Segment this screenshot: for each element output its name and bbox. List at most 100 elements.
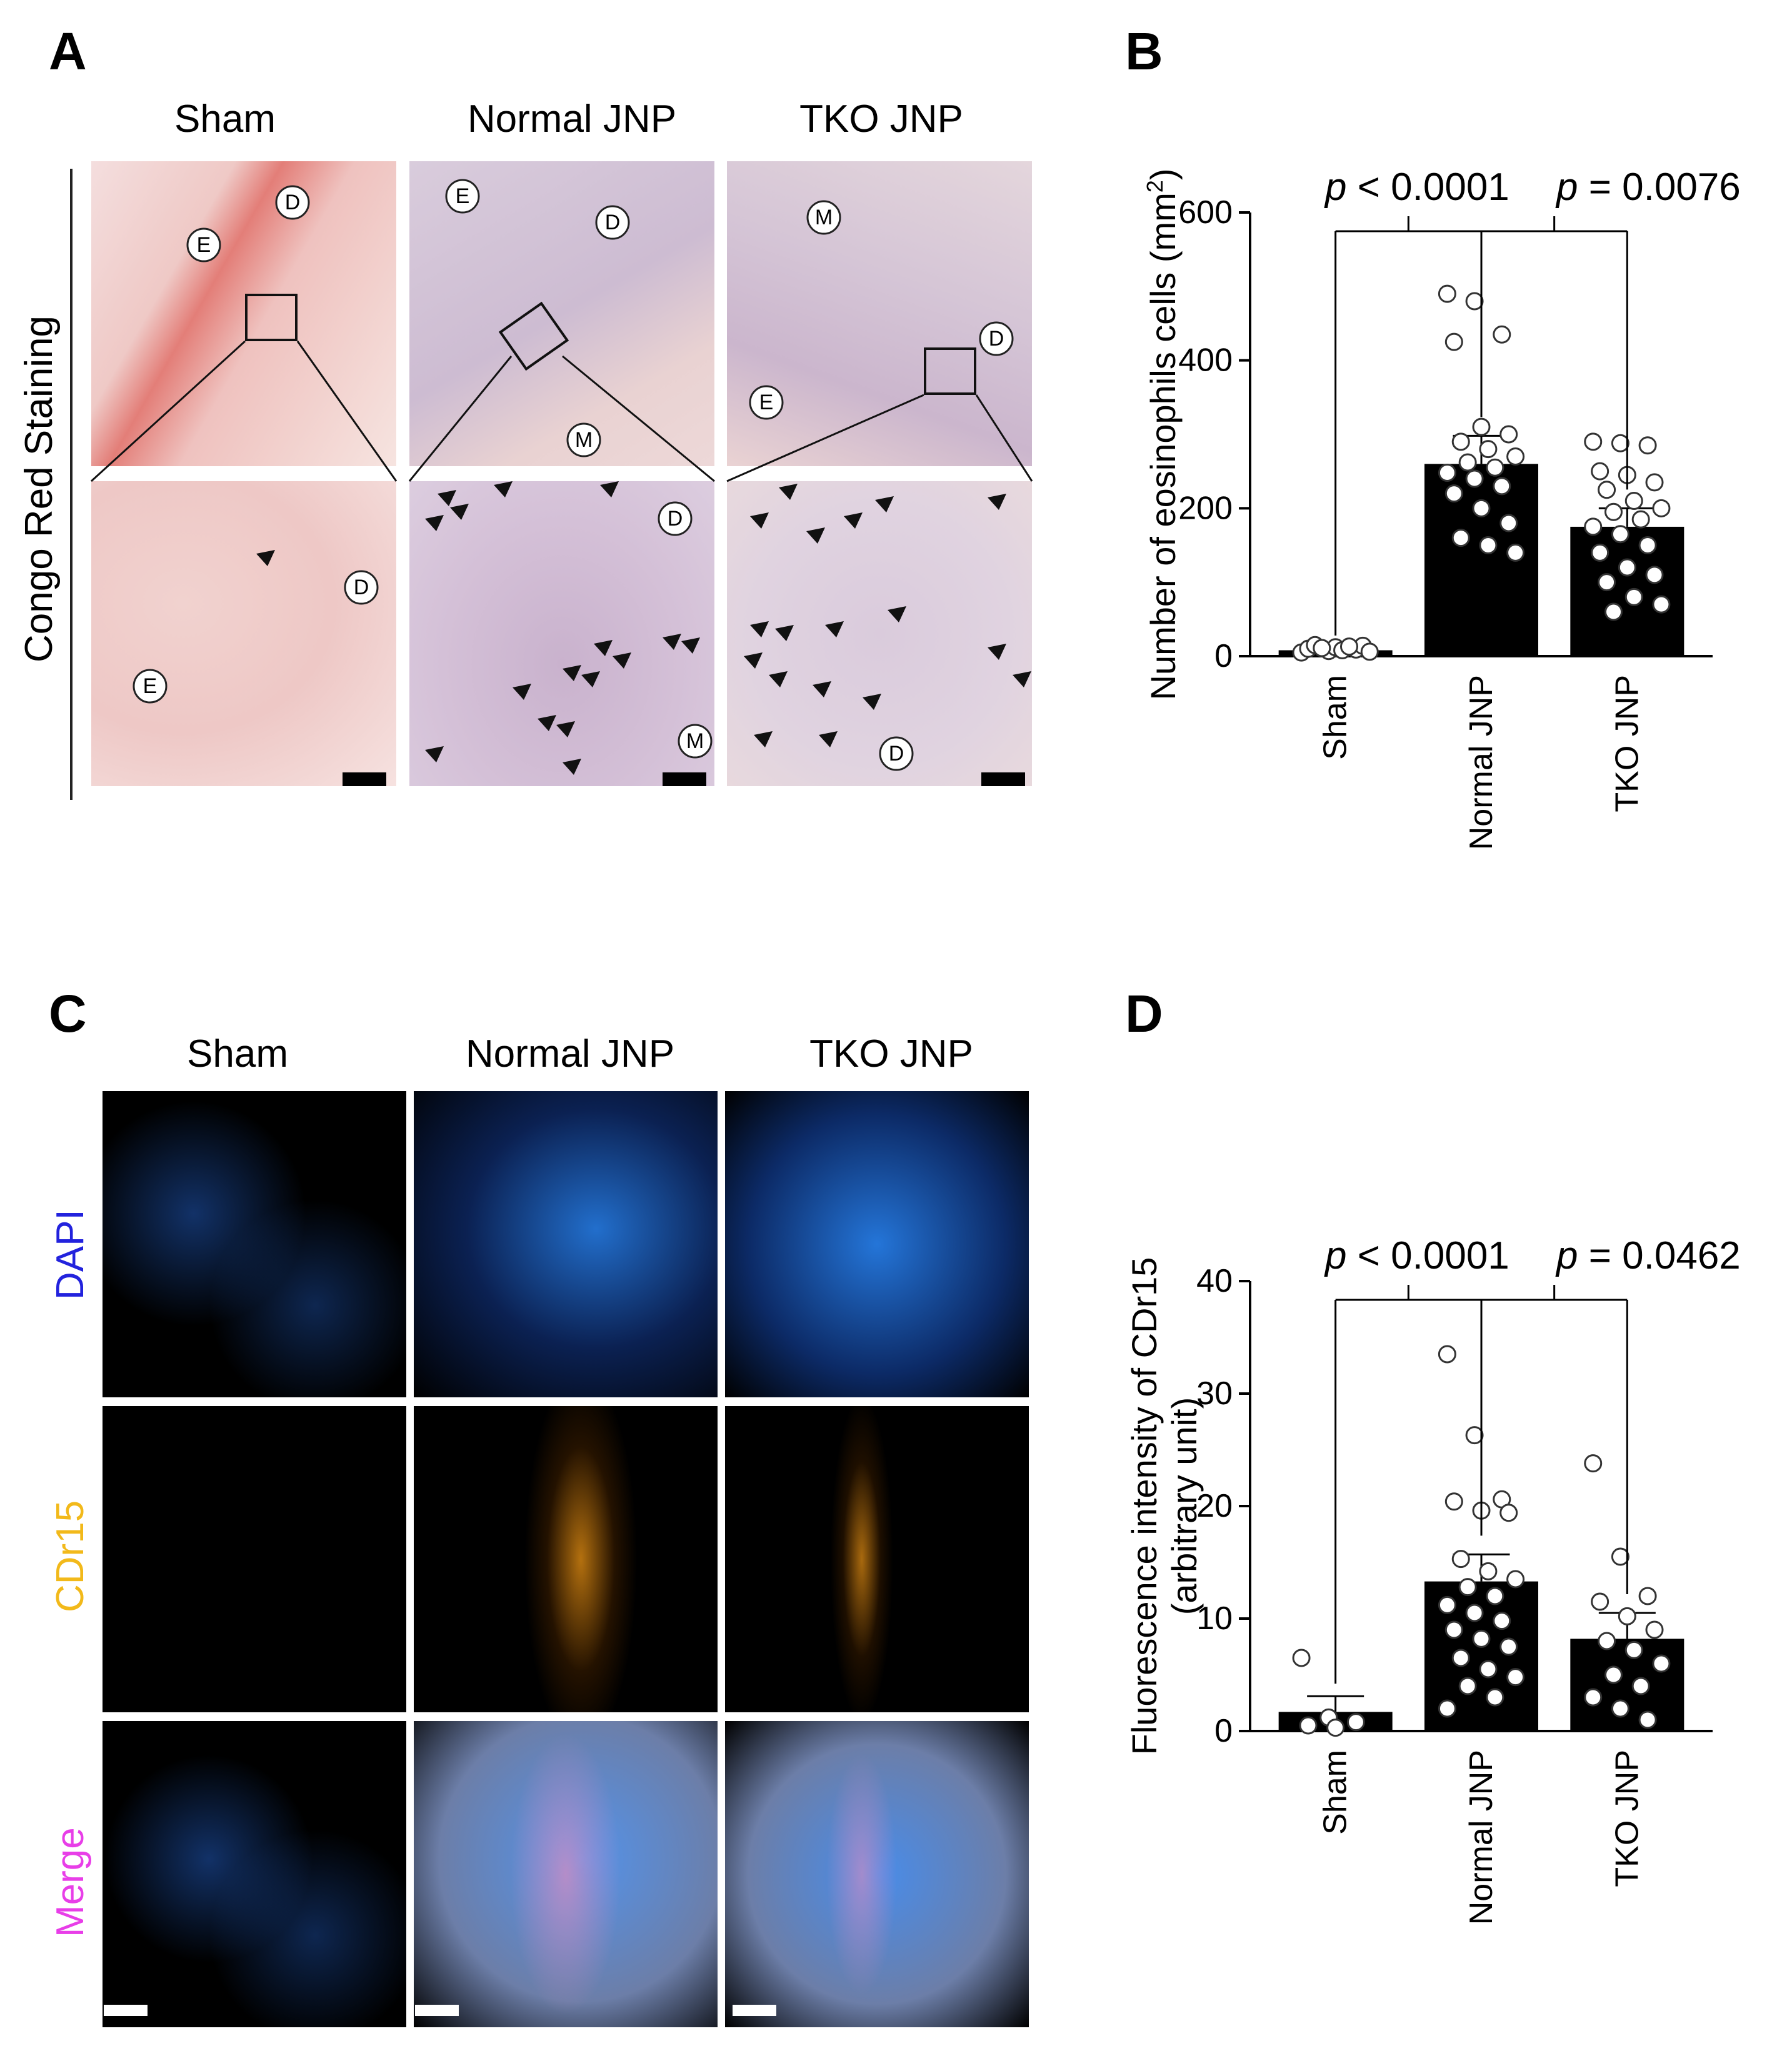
y-axis-title: Fluorescence intensity of CDr15 xyxy=(1124,1257,1164,1755)
panel-a-row-divider xyxy=(70,169,73,800)
data-point xyxy=(1465,1426,1484,1445)
panel-c-col-normal-jnp: Normal JNP xyxy=(465,1032,675,1075)
data-point xyxy=(1451,432,1470,451)
annotation-m: M xyxy=(566,422,601,457)
scale-bar-sham xyxy=(343,772,386,786)
micrograph-sham-low xyxy=(91,161,396,466)
svg-text:M: M xyxy=(575,428,593,452)
data-point xyxy=(1438,1595,1456,1614)
data-point xyxy=(1458,1677,1477,1695)
data-point xyxy=(1584,1688,1603,1707)
data-point xyxy=(1499,1504,1518,1522)
annotation-e: E xyxy=(133,669,168,704)
panel-a-col-tko-jnp: TKO JNP xyxy=(799,97,963,141)
svg-text:D: D xyxy=(668,507,683,531)
data-point xyxy=(1604,1665,1623,1684)
fluorescence-merge-tko-jnp xyxy=(725,1721,1029,2027)
data-point xyxy=(1652,499,1671,517)
data-point xyxy=(1479,536,1498,554)
data-point xyxy=(1618,1607,1636,1625)
fluorescence-dapi-sham xyxy=(103,1091,406,1397)
data-point xyxy=(1645,566,1664,584)
annotation-m: M xyxy=(678,724,713,759)
data-point xyxy=(1451,1550,1470,1569)
svg-text:D: D xyxy=(989,327,1004,351)
data-point xyxy=(1598,481,1616,499)
data-point xyxy=(1292,1649,1311,1667)
data-point xyxy=(1346,1713,1365,1732)
data-point xyxy=(1631,1677,1650,1695)
data-point xyxy=(1638,1710,1657,1729)
data-point xyxy=(1458,453,1477,472)
data-point xyxy=(1638,536,1657,554)
svg-text:M: M xyxy=(686,729,704,753)
annotation-d: D xyxy=(658,501,693,536)
data-point xyxy=(1438,1345,1456,1364)
data-point xyxy=(1326,1719,1345,1737)
x-category-label: Normal JNP xyxy=(1463,1750,1499,1925)
data-point xyxy=(1638,1587,1657,1605)
data-point xyxy=(1624,587,1643,606)
data-point xyxy=(1479,1660,1498,1679)
p-value-label: p = 0.0076 xyxy=(1555,166,1741,209)
scale-bar-merge-tko-jnp xyxy=(733,2005,776,2016)
data-point xyxy=(1631,510,1650,529)
data-point xyxy=(1611,1699,1629,1718)
data-point xyxy=(1604,602,1623,621)
zoom-box-sham xyxy=(245,294,298,341)
panel-c-col-sham: Sham xyxy=(187,1032,288,1075)
fluorescence-dapi-tko-jnp xyxy=(725,1091,1029,1397)
scale-bar-normal-jnp xyxy=(663,772,706,786)
y-tick-label: 30 xyxy=(1196,1375,1233,1412)
data-point xyxy=(1618,558,1636,577)
svg-text:M: M xyxy=(815,206,833,229)
data-point xyxy=(1591,543,1609,562)
svg-text:D: D xyxy=(285,191,301,214)
data-point xyxy=(1611,434,1629,452)
data-point xyxy=(1645,473,1664,492)
data-point xyxy=(1506,1570,1525,1589)
x-category-label: Sham xyxy=(1318,675,1354,760)
data-point xyxy=(1652,1654,1671,1673)
data-point xyxy=(1472,499,1491,517)
data-point xyxy=(1465,292,1484,311)
data-point xyxy=(1652,595,1671,614)
fluorescence-cdr15-normal-jnp xyxy=(414,1406,718,1712)
data-point xyxy=(1451,529,1470,547)
annotation-m: M xyxy=(806,200,841,235)
y-tick-label: 10 xyxy=(1196,1600,1233,1637)
annotation-d: D xyxy=(879,736,914,771)
data-point xyxy=(1591,462,1609,481)
data-point xyxy=(1499,425,1518,444)
y-tick-label: 0 xyxy=(1214,638,1233,674)
data-point xyxy=(1465,469,1484,488)
y-axis-title: Number of eosinophils cells (mm2) xyxy=(1142,169,1183,701)
svg-text:D: D xyxy=(354,576,369,599)
data-point xyxy=(1444,332,1463,351)
data-point xyxy=(1624,1640,1643,1659)
data-point xyxy=(1360,642,1379,661)
panel-c-row-label-dapi: DAPI xyxy=(49,1209,92,1300)
data-point xyxy=(1499,1637,1518,1656)
data-point xyxy=(1444,484,1463,503)
fluorescence-cdr15-sham xyxy=(103,1406,406,1712)
data-point xyxy=(1645,1620,1664,1639)
fluorescence-cdr15-tko-jnp xyxy=(725,1406,1029,1712)
annotation-e: E xyxy=(749,385,784,420)
data-point xyxy=(1584,1454,1603,1473)
scale-bar-merge-sham xyxy=(104,2005,148,2016)
panel-letter-b: B xyxy=(1125,22,1163,81)
fluorescence-merge-normal-jnp xyxy=(414,1721,718,2027)
data-point xyxy=(1340,637,1359,656)
chart-cdr15-fluorescence: 0 10 20 30 40 Sham Normal JNP TKO JNP p < 0.0001… xyxy=(1124,1234,1741,1925)
data-point xyxy=(1451,1649,1470,1667)
y-tick-label: 40 xyxy=(1196,1263,1233,1299)
x-category-label: Normal JNP xyxy=(1463,675,1499,850)
p-value-label: p < 0.0001 xyxy=(1324,166,1509,209)
x-category-label: TKO JNP xyxy=(1609,1750,1645,1887)
data-point xyxy=(1444,1620,1463,1639)
y-axis-title-line2: (arbitrary unit) xyxy=(1164,1397,1204,1615)
data-point xyxy=(1611,525,1629,544)
data-point xyxy=(1591,1592,1609,1611)
